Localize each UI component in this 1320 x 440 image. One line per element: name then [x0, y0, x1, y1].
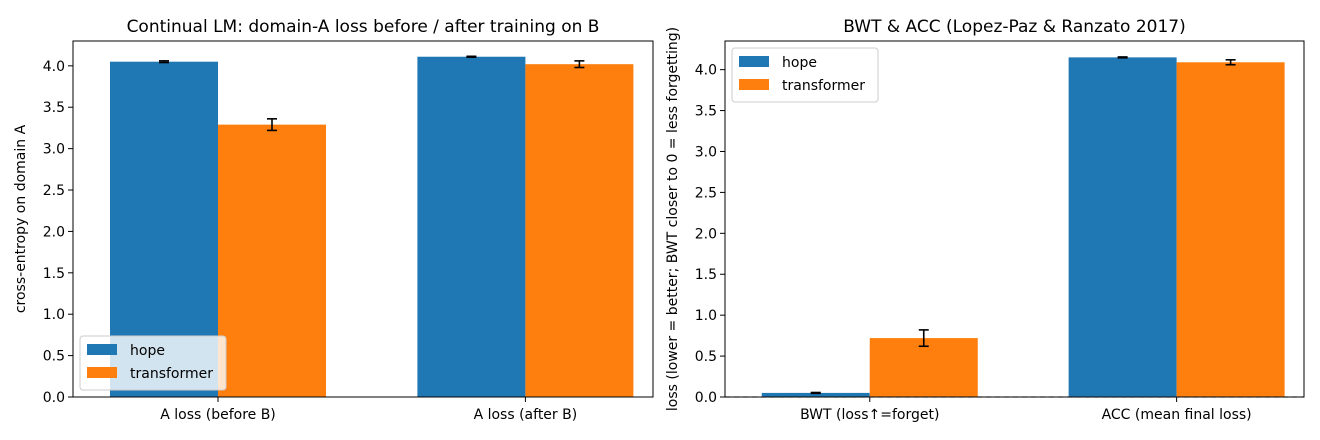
y-tick-label: 3.5 [43, 100, 65, 116]
legend-swatch-transformer [739, 79, 769, 90]
y-tick-label: 2.5 [695, 185, 717, 201]
error-bar-hope-2 [1117, 56, 1128, 59]
y-tick-label: 3.0 [695, 144, 717, 160]
bar-transformer-1 [869, 338, 978, 397]
axes-frame [724, 40, 1305, 398]
y-tick-label: 1.5 [695, 267, 717, 283]
chart-panel-1: Continual LM: domain-A loss before / aft… [13, 17, 654, 423]
chart-title: BWT & ACC (Lopez-Paz & Ranzato 2017) [843, 17, 1186, 37]
error-bar-hope-1 [159, 60, 169, 64]
x-tick-label: ACC (mean final loss) [1102, 407, 1252, 423]
y-tick-label: 1.0 [695, 308, 717, 324]
error-bar-transformer-2 [574, 60, 585, 69]
bar-transformer-2 [1176, 62, 1285, 397]
y-tick-label: 1.5 [43, 266, 65, 282]
bar-hope-2 [417, 56, 526, 398]
legend: hope transformer [731, 47, 879, 103]
bar-transformer-2 [525, 64, 634, 397]
error-bar-hope-1 [810, 391, 821, 395]
legend-label-transformer: transformer [782, 78, 865, 94]
bar-hope-2 [1068, 57, 1177, 397]
y-tick-label: 4.0 [695, 63, 717, 79]
y-tick-label: 4.0 [43, 59, 65, 75]
legend-swatch-hope [87, 344, 117, 355]
chart-title: Continual LM: domain-A loss before / aft… [127, 17, 600, 37]
x-tick-label: A loss (before B) [160, 407, 276, 423]
error-bar-hope-2 [466, 55, 477, 58]
x-tick-label: A loss (after B) [474, 407, 578, 423]
y-tick-label: 3.5 [695, 104, 717, 120]
y-axis-label: loss (lower = better; BWT closer to 0 = … [665, 27, 681, 411]
y-tick-label: 2.5 [43, 183, 65, 199]
x-tick-label: BWT (loss↑=forget) [800, 407, 939, 423]
legend: hope transformer [79, 335, 227, 391]
y-axis-label: cross-entropy on domain A [13, 124, 29, 313]
bar-hope-1 [761, 392, 870, 397]
legend-label-hope: hope [130, 343, 165, 359]
legend-swatch-hope [739, 56, 769, 67]
legend-swatch-transformer [87, 367, 117, 378]
error-bar-transformer-1 [918, 329, 929, 348]
axes-frame [72, 40, 654, 398]
y-tick-label: 0.5 [43, 349, 65, 365]
y-tick-label: 0.0 [43, 390, 65, 406]
y-tick-label: 1.0 [43, 307, 65, 323]
legend-label-transformer: transformer [130, 366, 213, 382]
error-bar-transformer-1 [267, 118, 277, 132]
bar-transformer-1 [218, 124, 326, 398]
y-tick-label: 3.0 [43, 142, 65, 158]
y-tick-label: 0.5 [695, 349, 717, 365]
legend-label-hope: hope [782, 55, 817, 71]
y-tick-label: 2.0 [43, 224, 65, 240]
y-tick-label: 0.0 [695, 390, 717, 406]
error-bar-transformer-2 [1225, 59, 1236, 66]
chart-panel-2: BWT & ACC (Lopez-Paz & Ranzato 2017) BWT … [665, 17, 1305, 423]
y-tick-label: 2.0 [695, 226, 717, 242]
